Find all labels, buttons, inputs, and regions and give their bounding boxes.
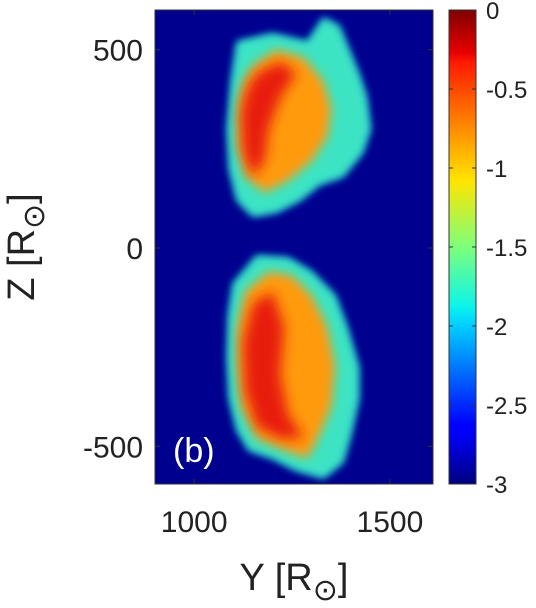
colorbar-tick-label: -1.5	[486, 235, 527, 262]
panel-label: (b)	[173, 432, 215, 470]
x-axis-title-sub: ⊙	[313, 574, 338, 607]
colorbar-tick-label: -3	[486, 472, 507, 499]
x-tick-label: 1000	[161, 506, 228, 539]
x-axis-title-close: ]	[338, 557, 349, 599]
y-axis-title-sub: ⊙	[18, 204, 51, 229]
colorbar-tick-label: -2.5	[486, 393, 527, 420]
colorbar-gradient	[448, 9, 477, 485]
x-axis-ticks: 1000 1500	[161, 10, 424, 539]
plot-area: (b)	[154, 9, 434, 485]
lower-lobe-core	[243, 291, 304, 439]
y-tick-label: -500	[83, 431, 143, 464]
colorbar-tick-label: -1	[486, 156, 507, 183]
lower-lobe	[227, 255, 359, 479]
y-tick-label: 500	[93, 35, 143, 68]
y-axis-ticks: 500 0 -500	[83, 35, 433, 464]
x-axis-title: Y [R⊙]	[240, 557, 349, 607]
upper-lobe-core	[241, 61, 296, 177]
y-axis-title-close: ]	[1, 193, 43, 204]
y-axis-title: Z [R⊙]	[1, 193, 51, 300]
colorbar-tick-label: 0	[486, 0, 499, 25]
colorbar-ticks: 0 -0.5 -1 -1.5 -2 -2.5 -3	[449, 0, 527, 499]
y-axis-title-main: Z [R	[1, 229, 43, 301]
x-tick-label: 1500	[357, 506, 424, 539]
colorbar-tick-label: -0.5	[486, 77, 527, 104]
plot-frame	[154, 9, 434, 485]
x-axis-title-main: Y [R	[240, 557, 313, 599]
colorbar: 0 -0.5 -1 -1.5 -2 -2.5 -3	[448, 0, 527, 499]
upper-lobe	[227, 17, 371, 217]
heatmap-structures	[227, 17, 371, 479]
y-tick-label: 0	[126, 233, 143, 266]
colorbar-tick-label: -2	[486, 314, 507, 341]
